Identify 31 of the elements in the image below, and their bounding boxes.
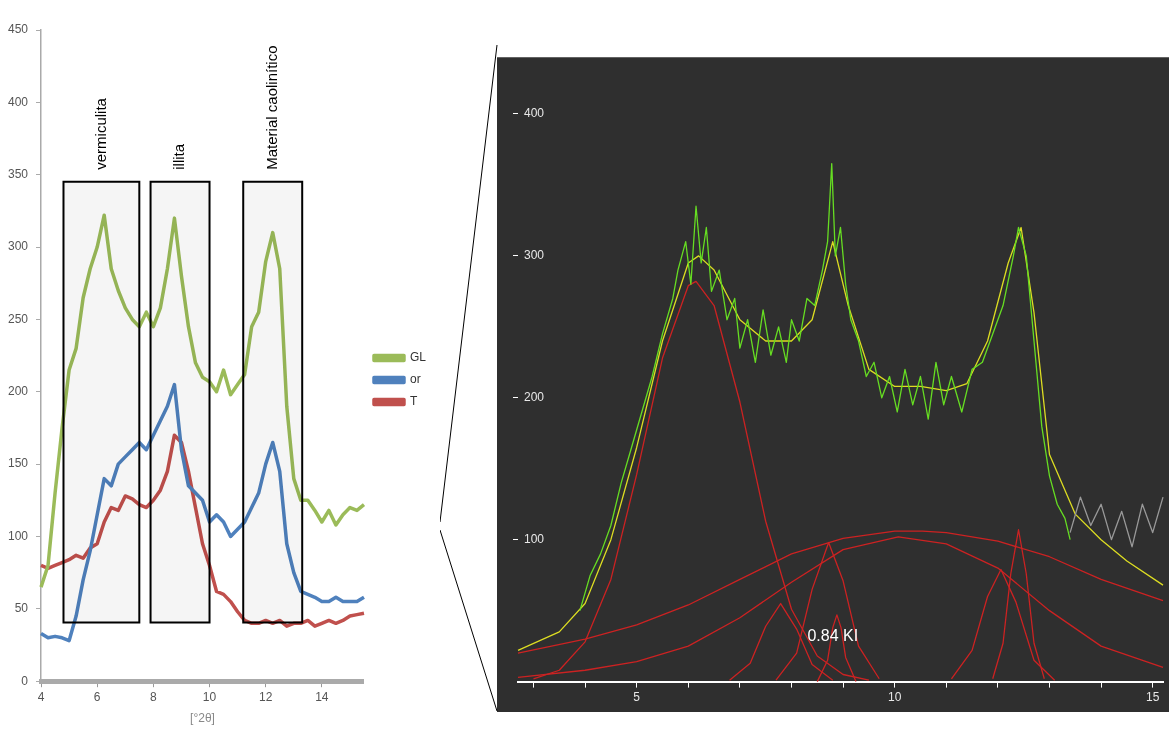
- x-axis-title: [°2θ]: [190, 711, 215, 726]
- y-tick-label: 200: [524, 390, 545, 405]
- y-tick-label: 250: [7, 311, 29, 326]
- band-label: illita: [170, 143, 188, 170]
- y-tick-label: 100: [524, 532, 545, 546]
- x-tick-label: 5: [633, 690, 641, 705]
- legend-label: or: [409, 372, 421, 387]
- y-tick-label: 200: [7, 384, 29, 399]
- y-tick-label: 50: [14, 601, 29, 616]
- y-tick-label: 300: [7, 239, 29, 254]
- band-label: vermiculita: [91, 97, 109, 170]
- x-tick-label: 15: [1146, 690, 1160, 705]
- y-tick-label: 450: [7, 22, 29, 37]
- band-label: Material caolinítico: [262, 45, 280, 170]
- x-tick-label: 14: [315, 689, 329, 704]
- y-tick-label: 400: [7, 94, 29, 109]
- legend-label: GL: [409, 350, 427, 365]
- legend-label: T: [409, 394, 418, 409]
- x-tick-label: 12: [259, 689, 273, 704]
- x-tick-label: 6: [93, 689, 101, 704]
- x-tick-label: 8: [150, 689, 158, 704]
- x-tick-label: 10: [888, 690, 902, 705]
- x-tick-label: 4: [37, 689, 45, 704]
- y-tick-label: 400: [524, 106, 545, 121]
- y-tick-label: 100: [7, 528, 29, 543]
- y-tick-label: 150: [7, 456, 29, 471]
- y-tick-label: 300: [524, 248, 545, 263]
- annotation: 0.84 KI: [807, 627, 859, 645]
- y-tick-label: 0: [21, 673, 29, 688]
- x-tick-label: 10: [202, 689, 217, 704]
- y-tick-label: 350: [7, 167, 29, 182]
